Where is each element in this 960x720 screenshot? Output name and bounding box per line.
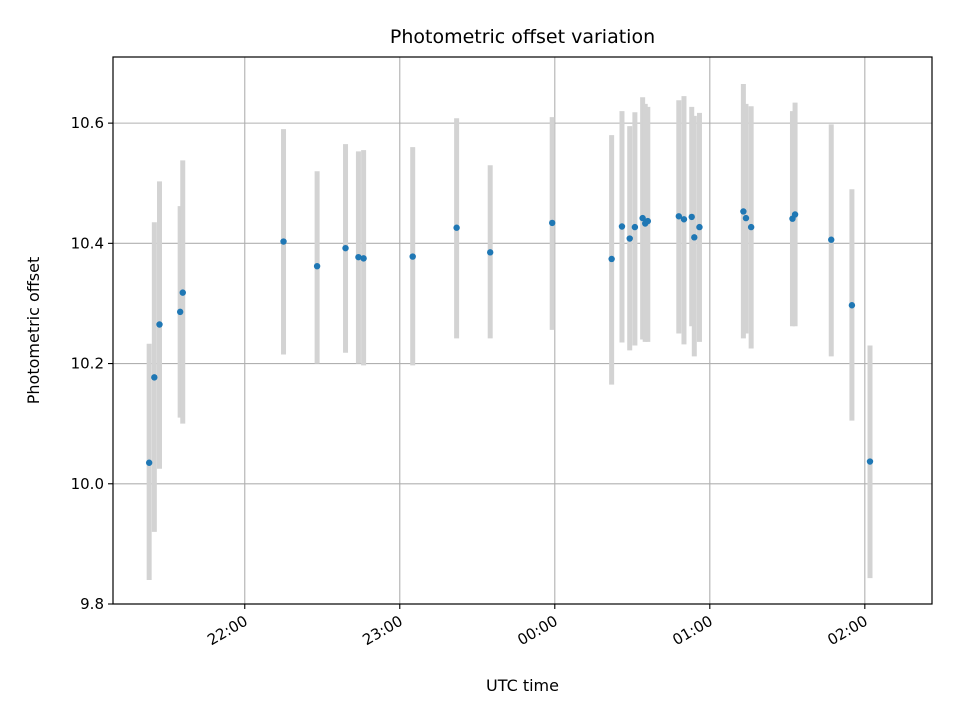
y-tick-label: 9.8 — [80, 595, 104, 613]
data-point — [487, 249, 494, 256]
y-axis-ticks: 9.8 10.0 10.2 10.4 10.6 — [71, 114, 113, 613]
data-point — [631, 223, 639, 231]
x-axis-ticks: 22:00 23:00 00:00 01:00 02:00 — [204, 604, 871, 649]
data-point — [691, 234, 698, 241]
x-tick-label: 22:00 — [204, 612, 250, 649]
plot-frame — [112, 56, 933, 605]
data-points — [145, 208, 874, 466]
data-point — [355, 253, 362, 261]
data-point — [626, 235, 633, 242]
x-tick-label: 01:00 — [669, 612, 715, 649]
data-point — [313, 262, 321, 270]
data-point — [791, 211, 799, 218]
x-tick-label: 00:00 — [514, 612, 560, 649]
data-point — [360, 255, 367, 262]
data-point — [848, 302, 856, 309]
data-point — [644, 217, 652, 225]
data-point — [828, 236, 835, 243]
data-point — [549, 219, 556, 227]
data-point — [179, 289, 186, 296]
data-point — [151, 374, 158, 381]
data-point — [280, 238, 287, 245]
x-tick-label: 23:00 — [359, 612, 405, 649]
data-point — [740, 208, 747, 215]
data-point — [342, 244, 349, 252]
data-point — [618, 223, 626, 230]
x-tick-label: 02:00 — [824, 612, 870, 649]
y-tick-label: 10.6 — [71, 114, 104, 132]
data-point — [742, 214, 750, 222]
data-point — [409, 253, 416, 260]
data-point — [608, 255, 615, 263]
y-tick-label: 10.0 — [71, 475, 104, 493]
data-point — [675, 213, 683, 220]
data-point — [747, 223, 755, 231]
data-point — [696, 223, 703, 231]
x-axis-label: UTC time — [486, 676, 559, 695]
chart-title: Photometric offset variation — [390, 26, 655, 48]
data-point — [866, 458, 874, 465]
data-point — [639, 214, 646, 222]
data-point — [145, 459, 153, 466]
y-axis-label: Photometric offset — [24, 257, 43, 405]
grid — [113, 57, 932, 605]
data-point — [688, 213, 695, 221]
data-point — [156, 321, 163, 328]
y-tick-label: 10.4 — [71, 234, 104, 252]
data-point — [453, 224, 460, 231]
error-bars — [146, 84, 873, 580]
y-tick-label: 10.2 — [71, 355, 104, 373]
data-point — [176, 308, 184, 316]
data-point — [680, 216, 688, 223]
